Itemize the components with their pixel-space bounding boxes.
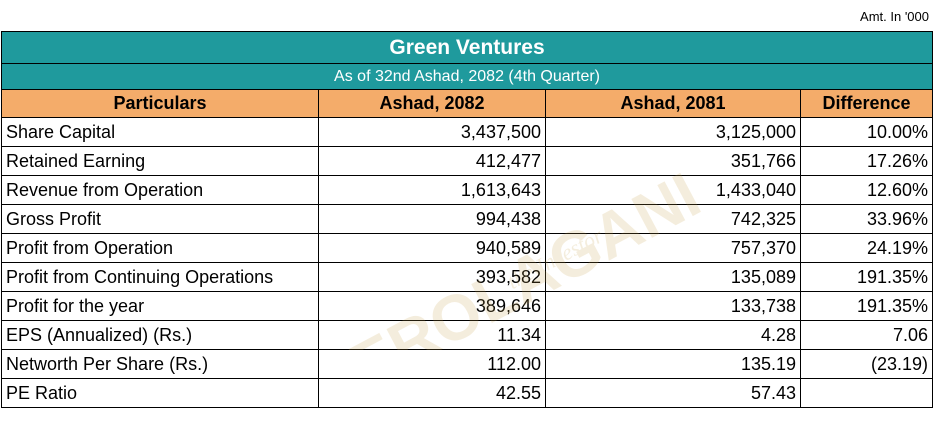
cell-ashad-2081: 133,738 — [545, 291, 801, 321]
cell-ashad-2081: 742,325 — [545, 204, 801, 234]
subtitle-row: As of 32nd Ashad, 2082 (4th Quarter) — [0, 63, 934, 90]
cell-ashad-2082: 112.00 — [318, 349, 546, 379]
table-row: Revenue from Operation 1,613,643 1,433,040… — [1, 175, 934, 205]
cell-particular: Share Capital — [1, 117, 319, 147]
cell-particular: Revenue from Operation — [1, 175, 319, 205]
cell-particular: EPS (Annualized) (Rs.) — [1, 320, 319, 350]
cell-ashad-2081: 135,089 — [545, 262, 801, 292]
cell-ashad-2081: 757,370 — [545, 233, 801, 263]
cell-particular: Profit for the year — [1, 291, 319, 321]
cell-particular: Retained Earning — [1, 146, 319, 176]
cell-particular: PE Ratio — [1, 378, 319, 408]
column-header-particulars: Particulars — [1, 89, 319, 118]
column-header-row: Particulars Ashad, 2082 Ashad, 2081 Diff… — [1, 89, 934, 118]
amount-unit-note: Amt. In '000 — [860, 9, 929, 24]
cell-ashad-2082: 389,646 — [318, 291, 546, 321]
cell-difference: 24.19% — [799, 233, 934, 263]
column-header-ashad-2082: Ashad, 2082 — [318, 89, 546, 118]
cell-difference: 33.96% — [799, 204, 934, 234]
cell-difference: 12.60% — [799, 175, 934, 205]
cell-ashad-2081: 3,125,000 — [545, 117, 801, 147]
cell-ashad-2082: 3,437,500 — [318, 117, 546, 147]
cell-difference — [799, 378, 934, 408]
cell-particular: Gross Profit — [1, 204, 319, 234]
table-row: Networth Per Share (Rs.) 112.00 135.19 (23.… — [1, 349, 934, 379]
title-row: Green Ventures — [0, 31, 934, 64]
cell-ashad-2082: 412,477 — [318, 146, 546, 176]
cell-ashad-2081: 4.28 — [545, 320, 801, 350]
table-body: Share Capital 3,437,500 3,125,000 10.00% Ret… — [1, 117, 934, 408]
table-row: EPS (Annualized) (Rs.) 11.34 4.28 7.06 — [1, 320, 934, 350]
cell-difference: 191.35% — [799, 262, 934, 292]
cell-particular: Networth Per Share (Rs.) — [1, 349, 319, 379]
cell-ashad-2082: 11.34 — [318, 320, 546, 350]
cell-ashad-2081: 135.19 — [545, 349, 801, 379]
cell-ashad-2081: 57.43 — [545, 378, 801, 408]
table-row: Profit for the year 389,646 133,738 191.35% — [1, 291, 934, 321]
table-row: Profit from Operation 940,589 757,370 24.19… — [1, 233, 934, 263]
cell-difference: 17.26% — [799, 146, 934, 176]
cell-ashad-2081: 351,766 — [545, 146, 801, 176]
cell-ashad-2082: 994,438 — [318, 204, 546, 234]
cell-ashad-2082: 42.55 — [318, 378, 546, 408]
cell-difference: 7.06 — [799, 320, 934, 350]
financial-table: Green Ventures As of 32nd Ashad, 2082 (4… — [0, 31, 934, 408]
cell-particular: Profit from Operation — [1, 233, 319, 263]
column-header-ashad-2081: Ashad, 2081 — [545, 89, 801, 118]
cell-difference: (23.19) — [799, 349, 934, 379]
cell-difference: 10.00% — [799, 117, 934, 147]
company-title: Green Ventures — [0, 31, 934, 64]
cell-ashad-2082: 393,582 — [318, 262, 546, 292]
cell-ashad-2082: 940,589 — [318, 233, 546, 263]
table-row: Profit from Continuing Operations 393,582… — [1, 262, 934, 292]
table-row: PE Ratio 42.55 57.43 — [1, 378, 934, 408]
cell-particular: Profit from Continuing Operations — [1, 262, 319, 292]
column-header-difference: Difference — [799, 89, 934, 118]
cell-ashad-2082: 1,613,643 — [318, 175, 546, 205]
table-row: Gross Profit 994,438 742,325 33.96% — [1, 204, 934, 234]
table-row: Share Capital 3,437,500 3,125,000 10.00% — [1, 117, 934, 147]
cell-difference: 191.35% — [799, 291, 934, 321]
table-row: Retained Earning 412,477 351,766 17.26% — [1, 146, 934, 176]
period-subtitle: As of 32nd Ashad, 2082 (4th Quarter) — [0, 63, 934, 90]
cell-ashad-2081: 1,433,040 — [545, 175, 801, 205]
